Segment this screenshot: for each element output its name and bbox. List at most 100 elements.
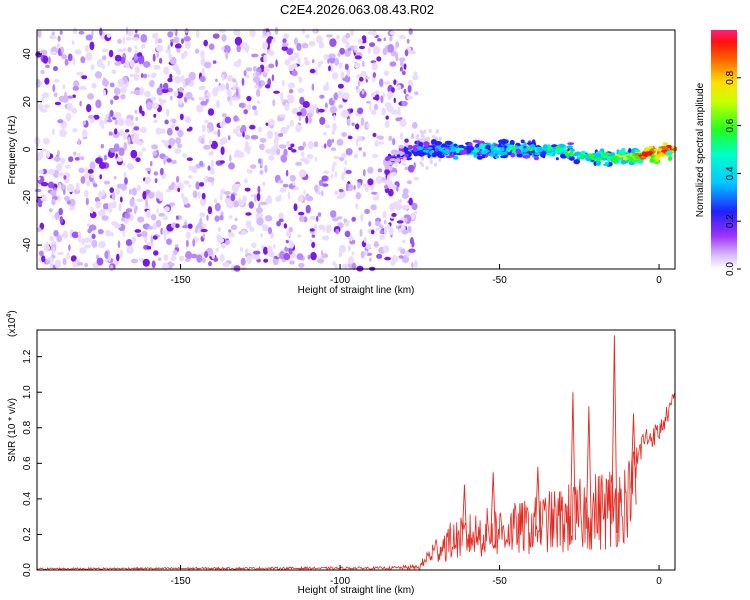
noise-speckle <box>212 33 220 39</box>
noise-speckle <box>278 133 284 137</box>
noise-speckle <box>174 76 182 84</box>
noise-speckle <box>156 52 159 58</box>
noise-speckle <box>44 77 50 85</box>
noise-speckle <box>283 148 288 157</box>
noise-speckle <box>370 204 377 211</box>
noise-speckle <box>383 226 387 235</box>
signal-band-mark <box>573 159 580 165</box>
noise-speckle <box>438 136 442 141</box>
signal-band-mark <box>410 146 414 149</box>
noise-speckle <box>38 169 44 175</box>
noise-speckle <box>126 245 134 254</box>
noise-speckle <box>135 116 138 122</box>
noise-speckle <box>173 36 180 44</box>
signal-band-mark <box>413 147 418 153</box>
noise-speckle <box>200 100 208 106</box>
noise-speckle <box>297 57 301 66</box>
noise-speckle <box>163 233 167 241</box>
colorbar-tick-label: 0.6 <box>725 118 736 132</box>
noise-speckle <box>167 262 175 267</box>
noise-speckle <box>101 55 107 61</box>
noise-speckle <box>120 86 127 94</box>
noise-speckle <box>120 94 126 100</box>
signal-band-mark <box>558 143 566 148</box>
noise-speckle <box>259 137 267 143</box>
noise-speckle <box>131 129 135 134</box>
noise-speckle <box>403 214 411 219</box>
noise-speckle <box>411 133 414 140</box>
noise-speckle <box>190 253 198 259</box>
noise-speckle <box>267 36 274 40</box>
noise-speckle <box>395 41 400 48</box>
noise-speckle <box>298 115 302 122</box>
noise-speckle <box>382 245 390 253</box>
noise-speckle <box>42 55 49 64</box>
noise-speckle <box>159 167 164 176</box>
signal-band-mark <box>434 141 442 146</box>
noise-speckle <box>384 256 391 261</box>
noise-speckle <box>135 157 141 163</box>
noise-speckle <box>98 162 107 169</box>
noise-speckle <box>217 129 221 138</box>
noise-speckle <box>152 223 158 230</box>
noise-speckle <box>407 164 415 173</box>
noise-speckle <box>177 143 182 149</box>
noise-speckle <box>243 178 249 184</box>
noise-speckle <box>323 143 327 149</box>
noise-speckle <box>267 245 273 255</box>
noise-speckle <box>231 97 239 101</box>
noise-speckle <box>399 57 406 63</box>
noise-speckle <box>242 195 247 203</box>
noise-speckle <box>40 194 47 202</box>
noise-speckle <box>74 157 80 161</box>
colorbar-tick-label: 0.0 <box>725 262 736 276</box>
noise-speckle <box>140 34 148 43</box>
noise-speckle <box>370 91 376 98</box>
noise-speckle <box>237 58 242 65</box>
noise-speckle <box>264 215 273 222</box>
noise-speckle <box>393 79 397 86</box>
noise-speckle <box>353 46 358 51</box>
noise-speckle <box>386 103 392 112</box>
noise-speckle <box>358 147 363 151</box>
noise-speckle <box>152 33 156 39</box>
noise-speckle <box>192 239 196 247</box>
noise-speckle <box>125 208 133 213</box>
noise-speckle <box>351 216 357 222</box>
noise-speckle <box>280 91 284 101</box>
noise-speckle <box>244 134 251 140</box>
noise-speckle <box>113 112 122 119</box>
signal-band-mark <box>500 139 509 144</box>
noise-speckle <box>372 62 377 70</box>
noise-speckle <box>147 73 151 78</box>
noise-speckle <box>67 53 73 62</box>
noise-speckle <box>301 28 306 35</box>
noise-speckle <box>98 210 103 216</box>
noise-speckle <box>138 105 143 114</box>
noise-speckle <box>392 138 396 146</box>
noise-speckle <box>357 181 361 189</box>
noise-speckle <box>323 84 329 92</box>
noise-speckle <box>298 169 307 178</box>
noise-speckle <box>188 71 196 81</box>
noise-speckle <box>334 57 340 66</box>
noise-speckle <box>244 248 249 254</box>
noise-speckle <box>308 40 316 47</box>
noise-speckle <box>170 56 177 65</box>
noise-speckle <box>101 189 106 196</box>
noise-speckle <box>72 85 80 91</box>
noise-speckle <box>226 74 234 82</box>
noise-speckle <box>369 42 376 48</box>
noise-speckle <box>425 165 429 170</box>
noise-speckle <box>81 129 88 138</box>
signal-band-mark <box>529 144 536 150</box>
y-tick-label: 0.2 <box>22 527 33 541</box>
noise-speckle <box>403 88 407 95</box>
signal-band-mark <box>536 146 543 153</box>
noise-speckle <box>252 105 257 111</box>
noise-speckle <box>329 106 338 114</box>
noise-speckle <box>374 241 379 248</box>
signal-band-mark <box>390 149 399 155</box>
y-tick-label: 0.0 <box>22 563 33 577</box>
noise-speckle <box>116 253 120 262</box>
